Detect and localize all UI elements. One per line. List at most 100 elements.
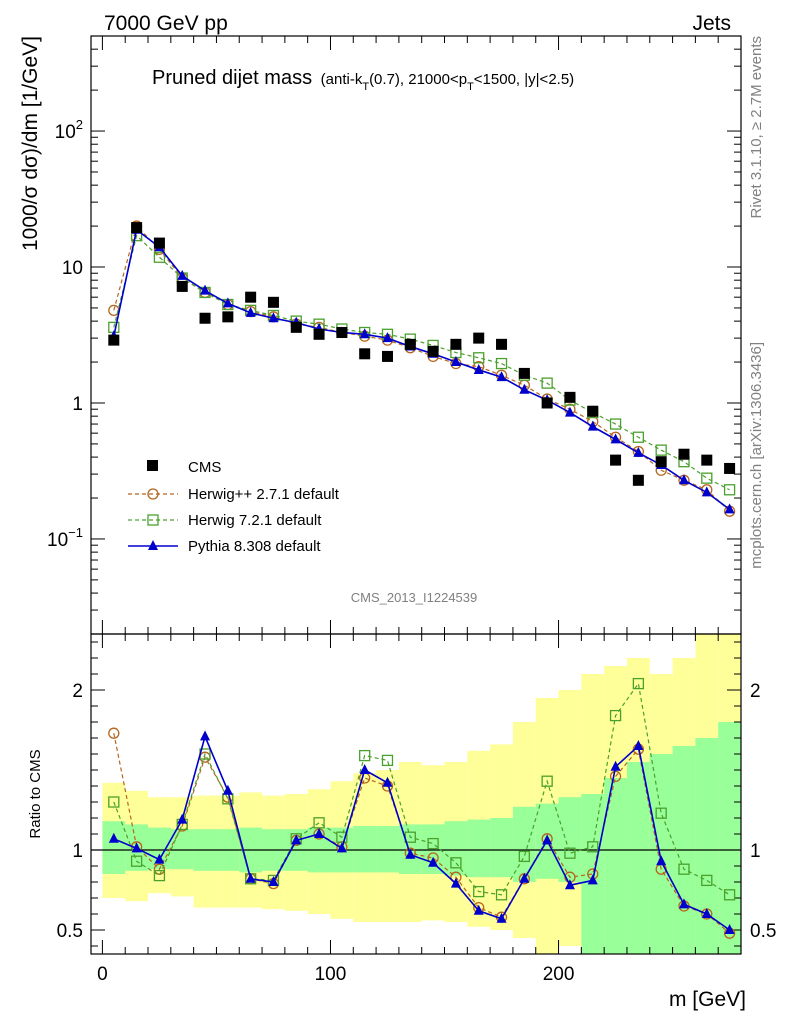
cms-data-point	[267, 296, 279, 308]
chart-title-sub-2: (0.7), 21000<p	[369, 71, 467, 88]
pythia-point	[177, 269, 188, 280]
x-tick-label: 200	[543, 964, 575, 985]
legend-cms-label: CMS	[188, 459, 221, 476]
ratio-band-inner	[558, 797, 582, 882]
y-tick-label-exponent: 2	[76, 117, 83, 132]
herwig7-point	[723, 484, 736, 496]
cms-data-point	[176, 280, 188, 292]
pythia-ratio-point	[154, 853, 165, 864]
herwig7-point	[632, 431, 645, 443]
pythia-point	[610, 433, 621, 444]
pythia-line	[113, 228, 731, 511]
pythia-ratio-point	[587, 874, 598, 885]
herwig7-ratio-point	[427, 837, 439, 850]
ratio-band-inner	[718, 722, 741, 954]
pythia-ratio-point	[701, 908, 712, 918]
y-tick-label: 10−1	[47, 525, 83, 551]
ratio-band-inner	[170, 829, 194, 870]
ratio-tick-label-right: 0.5	[750, 921, 776, 942]
pythia-point	[473, 363, 484, 374]
ratio-panel-ticks: 0.5 0.5 1 1 2 2 0 100 200	[57, 634, 776, 985]
header-energy-label: 7000 GeV pp	[104, 12, 228, 35]
pythia-point	[496, 371, 507, 382]
legend-pythia-marker	[148, 540, 158, 550]
ratio-tick-label-left: 0.5	[57, 921, 83, 942]
pythia-ratio-point	[336, 842, 347, 853]
herwig7-point	[609, 418, 622, 430]
ratio-tick-label-right: 1	[750, 841, 761, 862]
pythia-point	[359, 328, 370, 339]
herwig7-ratio-point	[381, 754, 394, 767]
top-y-axis-label: 1000/σ dσ)/dm [1/GeV]	[19, 36, 42, 251]
pythia-ratio-point	[245, 872, 256, 883]
pythia-point	[268, 312, 279, 323]
top-panel-ticks: 10−1 1 10 102	[47, 35, 741, 635]
herwig7-ratio-point	[153, 869, 166, 882]
herwig7-ratio-line	[113, 682, 730, 896]
ratio-panel-frame	[90, 633, 742, 955]
pythia-point	[200, 284, 211, 295]
ratio-band-inner	[512, 806, 536, 882]
herwigpp-ratio-point	[108, 727, 120, 739]
ratio-band-inner	[148, 827, 171, 870]
pythia-point	[724, 503, 735, 514]
rivet-version-label: Rivet 3.1.10, ≥ 2.7M events	[748, 36, 765, 219]
pythia-ratio-point	[496, 912, 507, 923]
cms-data-point	[518, 367, 530, 379]
herwig7-ratio-point	[632, 677, 645, 690]
herwig7-ratio-point	[723, 889, 736, 901]
ratio-band-inner	[649, 754, 673, 954]
herwig7-ratio-point	[359, 749, 371, 762]
cms-data-point	[131, 222, 143, 234]
herwig7-ratio-point	[678, 863, 690, 875]
pythia-ratio-point	[200, 730, 211, 741]
herwig7-ratio-point	[564, 847, 576, 859]
y-tick-label-exponent: −1	[68, 525, 83, 540]
pythia-ratio-point	[222, 784, 233, 795]
cms-data-point	[678, 448, 690, 460]
herwig7-ratio-point	[450, 857, 462, 869]
pythia-ratio-point	[131, 842, 142, 853]
pythia-point	[222, 297, 233, 308]
cms-data-point	[245, 291, 257, 303]
pythia-ratio-point	[656, 855, 667, 866]
cms-data-point	[199, 312, 211, 324]
ratio-tick-label-left: 1	[72, 841, 83, 862]
ratio-band-inner	[490, 818, 513, 878]
legend-herwigpp-label: Herwig++ 2.7.1 default	[188, 486, 340, 503]
cms-data-point	[290, 321, 302, 333]
y-tick-label-base: 10	[47, 530, 68, 551]
ratio-y-axis-label: Ratio to CMS	[27, 749, 44, 838]
legend-cms-marker	[147, 460, 158, 471]
chart-title-sub-1: (anti-k	[321, 71, 363, 88]
pythia-point	[245, 306, 256, 317]
chart-title-main: Pruned dijet mass	[152, 67, 312, 89]
herwig7-point	[153, 251, 166, 263]
pythia-ratio-point	[268, 876, 279, 886]
pythia-ratio-point	[359, 764, 370, 774]
cms-data-point	[336, 326, 348, 338]
herwig7-ratio-point	[108, 796, 120, 808]
y-tick-label: 102	[55, 117, 83, 143]
cms-data-point	[587, 405, 599, 417]
pythia-ratio-point	[428, 856, 439, 867]
header-jets-label: Jets	[692, 12, 731, 35]
pythia-point	[701, 486, 712, 497]
y-tick-label: 1	[72, 394, 83, 415]
ratio-band-inner	[353, 826, 377, 873]
cms-data-point	[655, 456, 667, 468]
cms-data-point	[701, 454, 713, 466]
x-tick-label: 100	[315, 964, 347, 985]
herwig7-point	[541, 377, 553, 389]
cms-data-point	[381, 350, 393, 362]
cms-data-point	[564, 391, 576, 403]
pythia-ratio-point	[291, 834, 302, 845]
herwig7-line	[113, 234, 730, 491]
ratio-band-inner	[626, 762, 650, 954]
herwig7-ratio-point	[655, 807, 667, 819]
pythia-point	[519, 383, 530, 394]
pythia-ratio-point	[314, 828, 325, 838]
cms-data-point	[404, 338, 416, 350]
legend: CMS Herwig++ 2.7.1 default Herwig 7.2.1 …	[128, 459, 340, 555]
chart-title-sub-sub1: T	[362, 81, 369, 93]
